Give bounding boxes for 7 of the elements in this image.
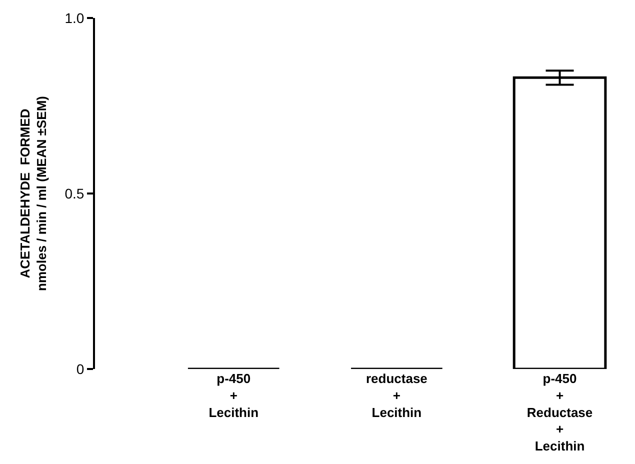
x-tick-label: p-450 + Lecithin	[208, 371, 259, 420]
y-axis-title: ACETALDEHYDE FORMED nmoles / min / ml (MEAN ±SEM)	[17, 96, 50, 291]
y-tick-label: 0	[76, 360, 84, 377]
x-tick-label: reductase + Lecithin	[366, 371, 428, 420]
x-tick-label: p-450 + Reductase + Lecithin	[526, 371, 593, 454]
y-tick-label: 1.0	[64, 10, 84, 26]
y-tick-label: 0.5	[64, 185, 84, 202]
